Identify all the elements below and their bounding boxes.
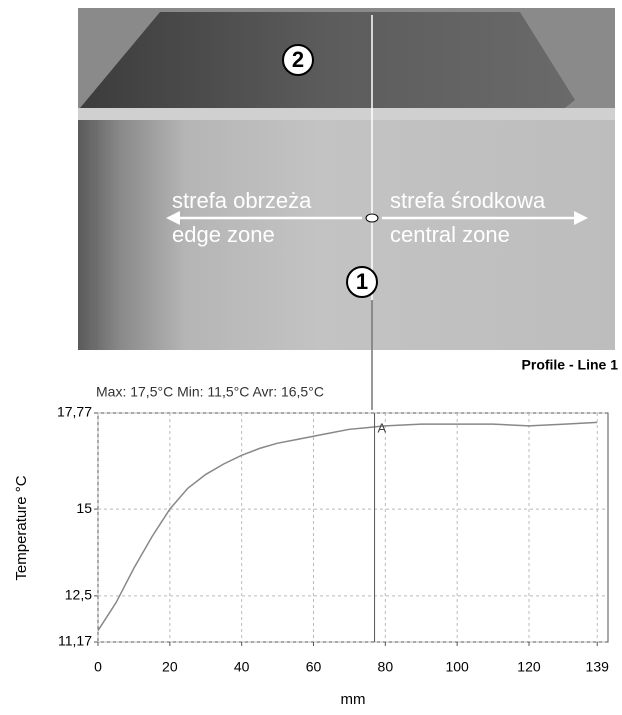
chart-title: Profile - Line 1 — [522, 357, 619, 373]
figure: 2 1 strefa obrzeża edge zone strefa środ… — [0, 0, 622, 710]
zone-label: central zone — [390, 222, 510, 247]
stripe — [90, 120, 98, 350]
zone-label: strefa środkowa — [390, 188, 546, 213]
x-tick-label: 80 — [378, 659, 394, 675]
y-tick-label: 17,77 — [57, 404, 92, 420]
hood — [80, 12, 575, 108]
x-tick-label: 120 — [517, 659, 541, 675]
x-tick-label: 0 — [94, 659, 102, 675]
x-axis-label: mm — [341, 691, 366, 708]
x-tick-label: 100 — [445, 659, 469, 675]
marker-label: 1 — [356, 269, 368, 294]
y-tick-label: 15 — [76, 500, 92, 516]
y-axis-label: Temperature °C — [13, 475, 30, 580]
thermal-image: 2 1 strefa obrzeża edge zone strefa środ… — [78, 8, 615, 410]
y-tick-label: 11,17 — [58, 633, 92, 649]
zone-label: edge zone — [172, 222, 275, 247]
cursor-label: A — [378, 420, 387, 435]
x-tick-label: 40 — [234, 659, 250, 675]
center-point — [366, 214, 378, 222]
stats: Max: 17,5°C Min: 11,5°C Avr: 16,5°C — [96, 384, 324, 400]
edge-band — [78, 108, 615, 120]
x-tick-label: 139 — [586, 659, 610, 675]
plot-area — [98, 413, 608, 642]
x-tick-label: 60 — [306, 659, 322, 675]
y-tick-label: 12,5 — [65, 587, 92, 603]
zone-label: strefa obrzeża — [172, 188, 312, 213]
x-tick-label: 20 — [162, 659, 178, 675]
marker-label: 2 — [292, 47, 304, 72]
